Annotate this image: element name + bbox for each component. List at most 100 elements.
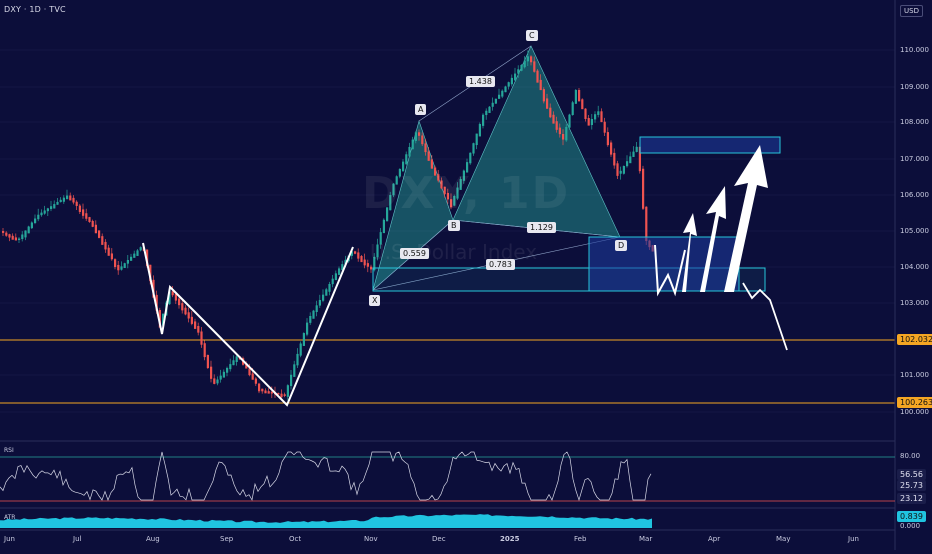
candle-body bbox=[46, 208, 49, 212]
candle-body bbox=[315, 305, 318, 313]
candle-body bbox=[318, 300, 321, 306]
candle-body bbox=[526, 56, 529, 62]
candle-body bbox=[587, 118, 590, 126]
candle-body bbox=[446, 192, 449, 200]
rsi-line bbox=[0, 451, 652, 502]
rsi-value-2: 25.73 bbox=[897, 480, 926, 491]
price-tag-102[interactable]: 102.032 bbox=[897, 334, 932, 345]
candle-body bbox=[523, 60, 526, 68]
candle-body bbox=[62, 197, 65, 202]
candle-body bbox=[286, 385, 289, 397]
price-label: 101.000 bbox=[900, 371, 929, 379]
candle-body bbox=[174, 294, 177, 301]
candle-body bbox=[66, 195, 69, 199]
candle-body bbox=[421, 135, 424, 145]
candle-body bbox=[462, 170, 465, 181]
candle-body bbox=[450, 199, 453, 208]
candle-body bbox=[370, 266, 373, 270]
candle-body bbox=[414, 132, 417, 141]
time-label: May bbox=[776, 535, 791, 543]
candle-body bbox=[613, 152, 616, 166]
candle-body bbox=[296, 353, 299, 366]
candle-body bbox=[616, 163, 619, 176]
symbol-title[interactable]: DXY · 1D · TVC bbox=[4, 5, 66, 14]
time-label: 2025 bbox=[500, 535, 520, 543]
candle-body bbox=[373, 256, 376, 271]
candle-body bbox=[190, 316, 193, 324]
candle-body bbox=[542, 89, 545, 102]
candle-body bbox=[456, 187, 459, 199]
currency-button[interactable]: USD bbox=[900, 5, 923, 17]
candle-body bbox=[24, 230, 27, 238]
candle-body bbox=[216, 379, 219, 384]
atr-value: 0.839 bbox=[897, 511, 926, 522]
candle-body bbox=[312, 310, 315, 319]
candle-body bbox=[539, 79, 542, 91]
candle-body bbox=[382, 219, 385, 234]
point-label-a[interactable]: A bbox=[415, 104, 427, 115]
candle-body bbox=[482, 114, 485, 126]
candle-body bbox=[424, 143, 427, 153]
target-zone-box[interactable] bbox=[639, 136, 781, 154]
price-tag-100[interactable]: 100.263 bbox=[897, 397, 932, 408]
candle-body bbox=[120, 266, 123, 270]
candle-body bbox=[283, 394, 286, 396]
point-label-c[interactable]: C bbox=[526, 30, 538, 41]
candle-body bbox=[277, 393, 280, 395]
point-label-b[interactable]: B bbox=[448, 220, 460, 231]
candle-body bbox=[402, 161, 405, 172]
candle-body bbox=[110, 253, 113, 260]
candle-body bbox=[78, 205, 81, 212]
candle-body bbox=[517, 69, 520, 74]
candle-body bbox=[376, 244, 379, 258]
candle-body bbox=[514, 73, 517, 81]
up-arrow-1 bbox=[682, 213, 697, 292]
up-arrow-2 bbox=[700, 186, 726, 292]
candle-body bbox=[571, 102, 574, 116]
candle-body bbox=[178, 298, 181, 306]
candle-body bbox=[536, 70, 539, 83]
candle-body bbox=[53, 204, 56, 209]
candle-body bbox=[578, 90, 581, 102]
candle-body bbox=[149, 264, 152, 282]
candle-body bbox=[478, 124, 481, 137]
candle-body bbox=[261, 388, 264, 392]
candle-body bbox=[546, 98, 549, 109]
candle-body bbox=[203, 343, 206, 358]
candle-body bbox=[91, 220, 94, 227]
candle-body bbox=[635, 146, 638, 152]
candle-body bbox=[210, 366, 213, 379]
candle-body bbox=[504, 86, 507, 93]
time-label: Jul bbox=[73, 535, 82, 543]
candle-body bbox=[405, 154, 408, 165]
candle-body bbox=[398, 168, 401, 177]
candle-body bbox=[606, 132, 609, 146]
candle-body bbox=[280, 393, 283, 398]
rsi-value-1: 56.56 bbox=[897, 469, 926, 480]
point-label-d[interactable]: D bbox=[615, 240, 628, 251]
candle-body bbox=[350, 251, 353, 256]
candle-body bbox=[171, 291, 174, 296]
candle-body bbox=[360, 256, 363, 263]
candle-body bbox=[226, 367, 229, 373]
ratio-label-xb: 0.559 bbox=[400, 248, 429, 259]
candle-body bbox=[267, 391, 270, 394]
candle-body bbox=[37, 214, 40, 220]
candle-body bbox=[341, 264, 344, 271]
candle-body bbox=[632, 151, 635, 158]
candle-body bbox=[200, 331, 203, 345]
price-label: 107.000 bbox=[900, 155, 929, 163]
candle-body bbox=[162, 313, 165, 326]
candle-body bbox=[136, 250, 139, 256]
candle-body bbox=[626, 161, 629, 167]
candle-body bbox=[453, 196, 456, 206]
time-label: Aug bbox=[146, 535, 160, 543]
candle-body bbox=[434, 167, 437, 176]
candle-body bbox=[59, 199, 62, 203]
candle-body bbox=[235, 356, 238, 362]
point-label-x[interactable]: X bbox=[369, 295, 381, 306]
candle-body bbox=[555, 121, 558, 130]
price-path-drawing bbox=[142, 242, 354, 407]
